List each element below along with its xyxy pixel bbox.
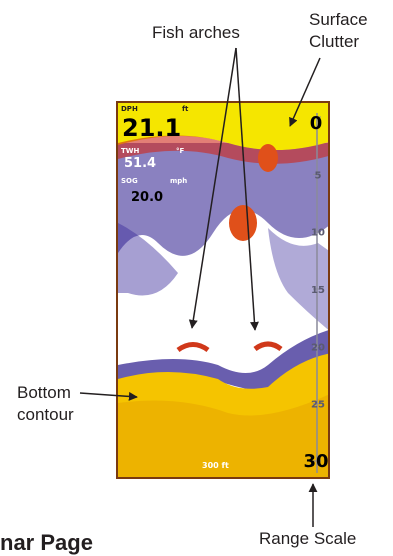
bottom-contour-label-line2: contour [17, 405, 74, 424]
surface-clutter-label-line2: Clutter [309, 32, 360, 51]
bottom-contour-label-line1: Bottom [17, 383, 71, 402]
range-scale-tick-label: 15 [311, 285, 325, 296]
fish-arch-left-arrow [188, 47, 237, 329]
fish-arch-right-arrow [235, 47, 259, 331]
range-scale-tick-label: 5 [315, 170, 322, 181]
bottom-texture [118, 394, 328, 477]
range-scale-tick-label: 0 [310, 113, 323, 134]
surface-clutter-arrow [289, 57, 321, 127]
bottom-contour-label: Bottom contour [17, 382, 74, 426]
fish-arch-left [176, 342, 210, 353]
range-scale-label: Range Scale [259, 529, 357, 548]
bottom-contour-arrow [79, 391, 138, 401]
noise-streak-right [268, 228, 328, 330]
water-temp-label: TWH [121, 147, 140, 155]
speed-unit: mph [170, 177, 188, 185]
footer-readout: 300 ft [202, 461, 229, 470]
depth-label: DPH [121, 105, 138, 113]
range-scale-ticks: 0 5 10 15 20 25 30 [303, 113, 328, 472]
range-scale-tick-label: 30 [303, 451, 328, 472]
surface-clutter-label: Surface Clutter [309, 9, 368, 53]
range-scale-tick-label: 20 [311, 342, 325, 353]
fish-arches-label: Fish arches [152, 23, 240, 42]
noise-band [118, 143, 328, 256]
surface-clutter-label-line1: Surface [309, 10, 368, 29]
fish-arch-right [253, 341, 283, 352]
bottom-shadow [118, 330, 328, 393]
sonar-image: 0 5 10 15 20 25 30 [118, 103, 328, 477]
range-scale-tick-label: 25 [311, 400, 325, 411]
depth-value: 21.1 [122, 114, 182, 142]
water-temp-value: 51.4 [124, 156, 157, 171]
sonar-display: 0 5 10 15 20 25 30 DPH ft 21.1 TWH °F 51.4 SOG… [116, 101, 330, 479]
page-heading: nar Page [0, 530, 93, 555]
fish-echo-middle [229, 205, 257, 241]
water-temp-unit: °F [176, 147, 185, 155]
depth-unit: ft [182, 105, 189, 113]
range-scale-tick-label: 10 [311, 228, 325, 239]
speed-label: SOG [121, 177, 138, 185]
fish-echo-upper [258, 144, 278, 172]
noise-streak-left [118, 223, 178, 296]
speed-value: 20.0 [131, 190, 164, 205]
